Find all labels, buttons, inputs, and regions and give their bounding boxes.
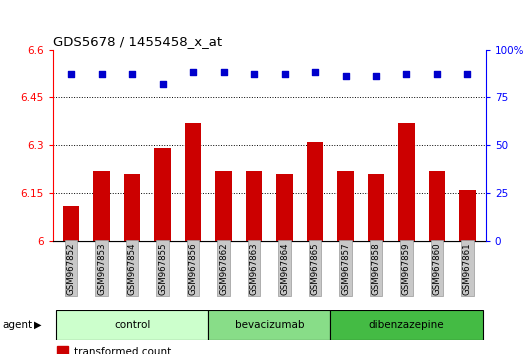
Bar xyxy=(56,310,209,340)
Point xyxy=(433,72,441,77)
Point xyxy=(219,70,228,75)
Text: agent: agent xyxy=(3,320,33,330)
Text: bevacizumab: bevacizumab xyxy=(234,320,304,330)
Text: transformed count: transformed count xyxy=(73,347,171,354)
Text: GSM967862: GSM967862 xyxy=(219,242,228,295)
Text: GSM967864: GSM967864 xyxy=(280,242,289,295)
Text: GSM967852: GSM967852 xyxy=(67,242,76,295)
Text: GDS5678 / 1455458_x_at: GDS5678 / 1455458_x_at xyxy=(53,35,222,48)
Text: dibenzazepine: dibenzazepine xyxy=(369,320,444,330)
Text: control: control xyxy=(114,320,150,330)
Bar xyxy=(330,310,483,340)
Text: GSM967858: GSM967858 xyxy=(372,242,381,295)
Text: GSM967863: GSM967863 xyxy=(250,242,259,295)
Bar xyxy=(398,123,415,241)
Bar xyxy=(307,142,323,241)
Text: ▶: ▶ xyxy=(34,320,42,330)
Bar xyxy=(246,171,262,241)
Text: GSM967860: GSM967860 xyxy=(432,242,441,295)
Bar xyxy=(185,123,202,241)
Point xyxy=(372,74,380,79)
Bar xyxy=(93,171,110,241)
Bar xyxy=(57,346,68,354)
Point xyxy=(280,72,289,77)
Point xyxy=(250,72,258,77)
Text: GSM967853: GSM967853 xyxy=(97,242,106,295)
Text: GSM967865: GSM967865 xyxy=(310,242,319,295)
Text: GSM967861: GSM967861 xyxy=(463,242,472,295)
Point xyxy=(128,72,136,77)
Point xyxy=(189,70,197,75)
Point xyxy=(311,70,319,75)
Bar xyxy=(459,190,476,241)
Bar xyxy=(337,171,354,241)
Bar xyxy=(154,148,171,241)
Bar xyxy=(63,206,80,241)
Bar xyxy=(367,174,384,241)
Text: GSM967856: GSM967856 xyxy=(188,242,197,295)
Bar xyxy=(215,171,232,241)
Point xyxy=(67,72,76,77)
Bar xyxy=(276,174,293,241)
Point xyxy=(97,72,106,77)
Text: GSM967855: GSM967855 xyxy=(158,242,167,295)
Point xyxy=(341,74,350,79)
Bar xyxy=(124,174,140,241)
Text: GSM967859: GSM967859 xyxy=(402,242,411,295)
Text: GSM967854: GSM967854 xyxy=(128,242,137,295)
Bar xyxy=(209,310,330,340)
Text: GSM967857: GSM967857 xyxy=(341,242,350,295)
Point xyxy=(158,81,167,87)
Bar xyxy=(429,171,445,241)
Point xyxy=(402,72,411,77)
Point xyxy=(463,72,472,77)
